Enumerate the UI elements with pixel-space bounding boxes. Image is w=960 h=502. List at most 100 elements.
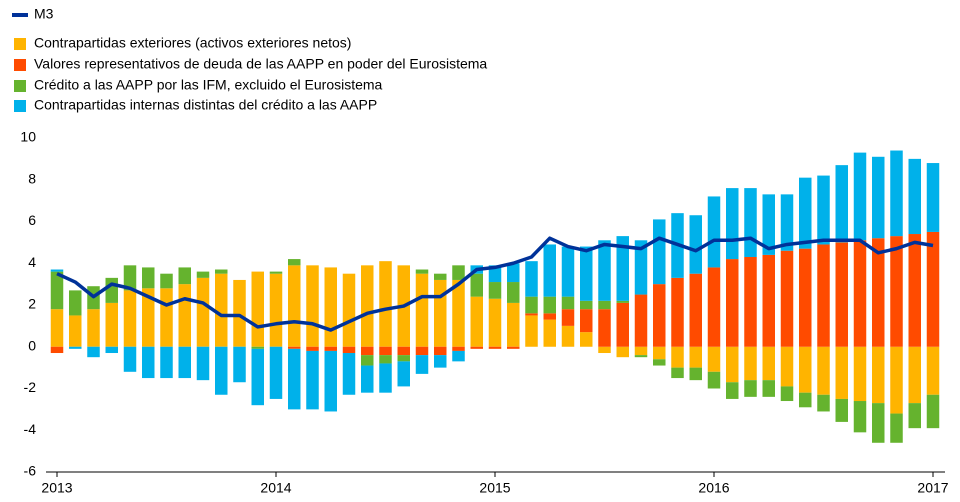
bar-segment: [69, 290, 82, 316]
bar-segment: [817, 175, 830, 245]
bar-segment: [525, 315, 538, 347]
bar-segment: [707, 371, 721, 389]
bar-segment: [142, 346, 155, 379]
bar-segment: [69, 315, 82, 347]
bar-segment: [835, 346, 848, 399]
bar-segment: [251, 346, 264, 349]
legend-swatch: [14, 80, 26, 92]
bar-segment: [488, 282, 502, 299]
bar-segment: [306, 350, 319, 410]
bar-segment: [69, 346, 82, 349]
bar-segment: [726, 382, 739, 399]
bar-segment: [817, 394, 830, 412]
bar-segment: [488, 298, 502, 347]
bar-segment: [908, 158, 921, 235]
bar-segment: [817, 346, 830, 395]
bar-segment: [142, 267, 155, 289]
bar-segment: [835, 398, 848, 422]
legend-label: M3: [34, 6, 54, 22]
bar-segment: [452, 350, 465, 362]
bar-segment: [105, 346, 118, 354]
y-tick-label: -4: [24, 421, 37, 437]
bar-segment: [215, 346, 228, 395]
legend-swatch: [14, 38, 26, 50]
bar-segment: [653, 284, 666, 347]
bar-segment: [452, 346, 465, 351]
bar-segment: [598, 346, 611, 354]
x-tick-label: 2017: [917, 480, 948, 496]
bar-segment: [872, 403, 885, 443]
bar-segment: [452, 279, 465, 347]
bar-segment: [799, 177, 812, 249]
bar-segment: [634, 355, 648, 358]
bar-segment: [817, 244, 830, 347]
bar-segment: [470, 273, 483, 297]
bar-segment: [707, 346, 721, 372]
bar-segment: [543, 319, 556, 347]
bar-segment: [160, 346, 173, 379]
bar-segment: [434, 273, 447, 280]
bar-segment: [50, 346, 64, 354]
bar-segment: [87, 346, 100, 358]
bar-segment: [196, 271, 210, 278]
bar-segment: [507, 263, 520, 283]
bar-segment: [105, 302, 118, 347]
legend-label: Valores representativos de deuda de las …: [34, 56, 487, 72]
bar-segment: [123, 265, 137, 291]
x-tick-label: 2013: [41, 480, 72, 496]
bar-segment: [890, 236, 903, 347]
bar-segment: [799, 346, 812, 393]
bar-segment: [87, 309, 100, 347]
bar-segment: [926, 346, 940, 395]
bar-segment: [525, 296, 538, 314]
bar-segment: [288, 348, 301, 410]
bar-segment: [415, 346, 429, 356]
bar-segment: [379, 363, 392, 393]
bar-segment: [926, 231, 940, 347]
bar-segment: [744, 188, 757, 257]
bar-segment: [890, 413, 903, 443]
bar-segment: [269, 273, 283, 347]
bar-segment: [306, 346, 319, 351]
bar-segment: [598, 240, 611, 301]
bar-segment: [671, 277, 684, 347]
x-tick-label: 2014: [260, 480, 291, 496]
bar-segment: [178, 284, 191, 347]
bar-segment: [306, 265, 319, 347]
y-tick-label: 10: [20, 129, 36, 145]
bar-segment: [908, 234, 921, 347]
bar-segment: [233, 279, 246, 347]
bar-segment: [379, 355, 392, 364]
bar-segment: [361, 346, 374, 356]
bar-segment: [470, 346, 483, 349]
bar-segment: [872, 238, 885, 347]
bar-segment: [835, 242, 848, 347]
bar-segment: [415, 269, 429, 274]
bar-segment: [288, 259, 301, 266]
legend-swatch: [14, 59, 26, 71]
bar-segment: [926, 163, 940, 232]
bar-segment: [525, 313, 538, 316]
bar-segment: [616, 346, 629, 358]
bar-segment: [671, 346, 684, 368]
bar-segment: [726, 259, 739, 347]
bar-segment: [653, 219, 666, 285]
bar-segment: [434, 346, 447, 356]
bar-segment: [507, 302, 520, 347]
legend-label: Contrapartidas exteriores (activos exter…: [34, 35, 351, 51]
bar-segment: [671, 367, 684, 379]
bar-segment: [50, 269, 64, 272]
bar-segment: [872, 156, 885, 239]
bar-segment: [689, 215, 702, 274]
bar-segment: [525, 261, 538, 297]
bar-segment: [908, 403, 921, 429]
bar-segment: [707, 267, 721, 347]
bar-segment: [890, 346, 903, 414]
y-tick-label: 6: [28, 212, 36, 228]
bar-segment: [616, 300, 629, 303]
bar-segment: [342, 273, 356, 347]
bar-segment: [233, 346, 246, 383]
bar-segment: [634, 240, 648, 295]
bar-segment: [288, 346, 301, 349]
legend-swatch: [14, 100, 26, 112]
